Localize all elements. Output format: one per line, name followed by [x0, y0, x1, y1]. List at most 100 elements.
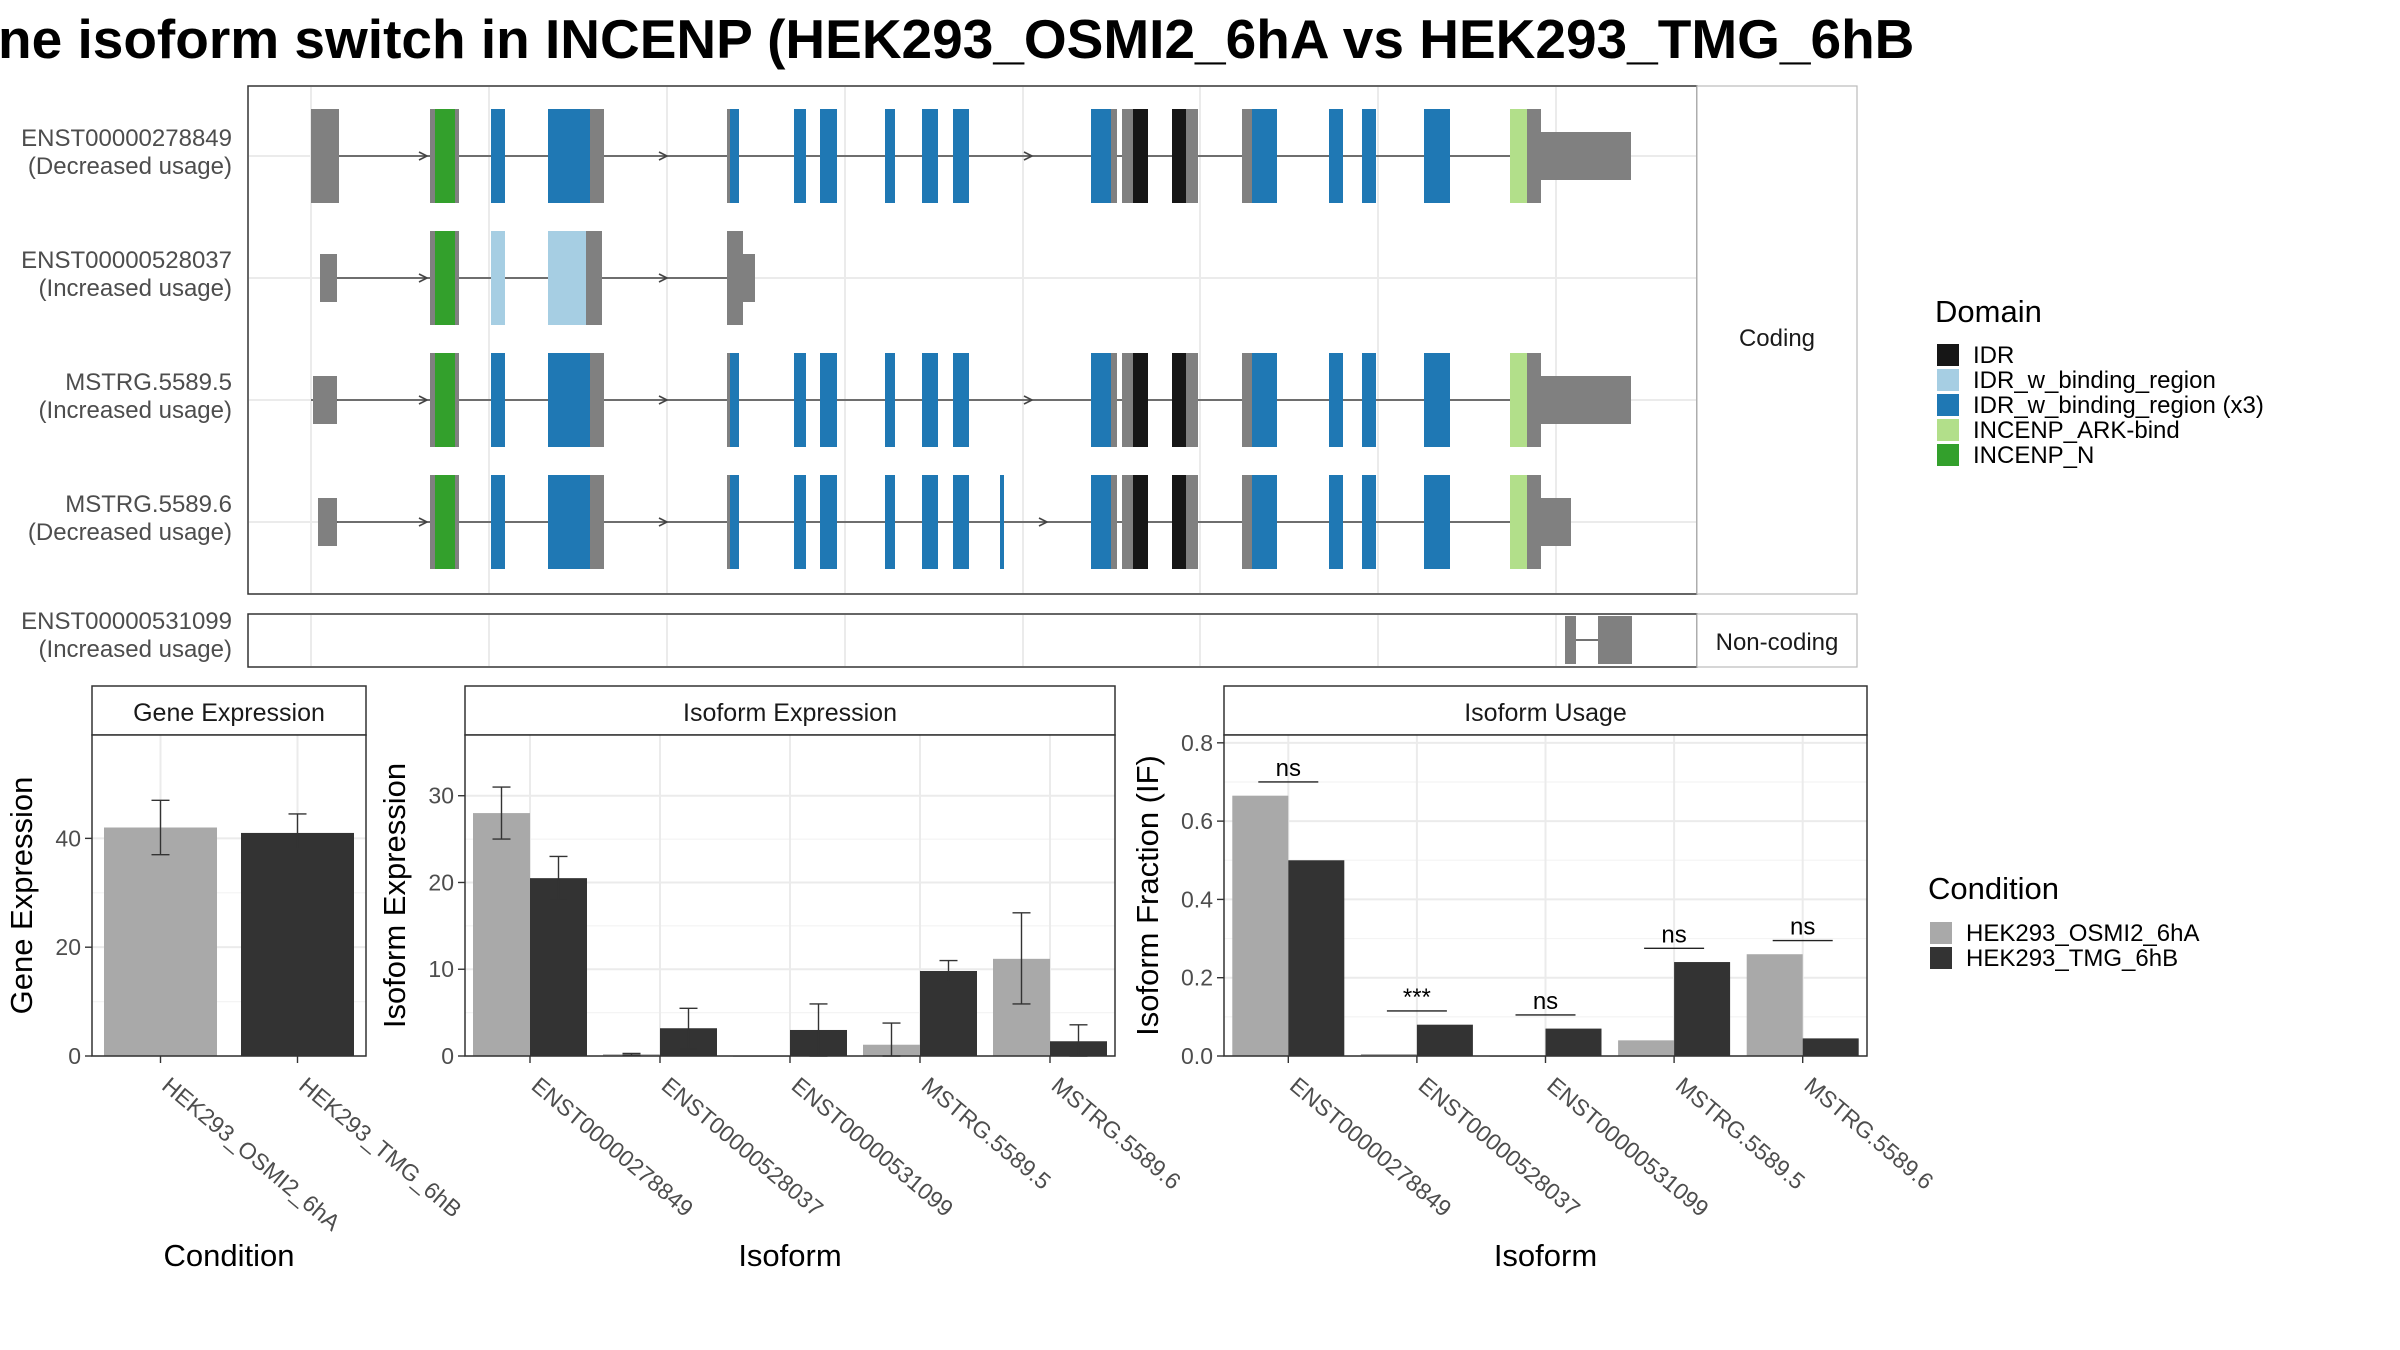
- transcript-usage-label: (Increased usage): [39, 275, 232, 302]
- exon-block: [820, 109, 837, 203]
- strand-arrow-icon: [658, 395, 669, 405]
- bar: [241, 832, 354, 1056]
- transcript-track-noncoding: [1565, 616, 1632, 664]
- exon-block: [1186, 109, 1198, 203]
- condition-legend-key: [1930, 947, 1952, 969]
- exon-block: [885, 353, 895, 447]
- y-axis-title: Gene Expression: [4, 777, 39, 1015]
- exon-block: [1527, 475, 1541, 569]
- exon-block: [311, 109, 339, 203]
- exon-block: [441, 231, 455, 325]
- transcript-track-1: [320, 231, 755, 325]
- y-tick-label: 0.4: [1181, 886, 1213, 912]
- exon-block: [1122, 109, 1133, 203]
- noncoding-strip: [1696, 613, 1858, 668]
- exon-block: [1252, 475, 1277, 569]
- exon-block: [730, 109, 739, 203]
- significance-label: ns: [1790, 914, 1815, 941]
- exon-block: [1242, 353, 1252, 447]
- transcript-id-label: MSTRG.5589.5: [65, 369, 232, 396]
- domain-legend: Domain IDRIDR_w_binding_regionIDR_w_bindi…: [1935, 294, 2264, 469]
- exon-block: [491, 109, 505, 203]
- bar: [530, 878, 587, 1056]
- exon-block: [548, 475, 590, 569]
- exon-block: [1172, 109, 1186, 203]
- y-tick-label: 40: [55, 825, 81, 851]
- exon-block: [730, 475, 739, 569]
- panel-strip: [91, 685, 367, 736]
- significance-label: ns: [1661, 921, 1686, 948]
- exon-block: [953, 109, 969, 203]
- domain-legend-label: IDR_w_binding_region: [1973, 367, 2216, 394]
- bar: [1232, 795, 1289, 1056]
- exon-block: [548, 353, 590, 447]
- exon-block: [953, 475, 969, 569]
- bar: [1802, 1038, 1859, 1056]
- strand-arrow-icon: [1038, 517, 1049, 527]
- transcript-usage-label: (Increased usage): [39, 397, 232, 424]
- x-tick-label: MSTRG.5589.6: [1047, 1072, 1186, 1195]
- exon-block: [590, 353, 604, 447]
- exon-block: [885, 475, 895, 569]
- exon-block: [1133, 353, 1148, 447]
- bar: [1288, 860, 1345, 1056]
- strand-arrow-icon: [1023, 395, 1034, 405]
- panel-title: Isoform Expression: [683, 699, 897, 727]
- exon-block: [430, 475, 435, 569]
- exon-block: [318, 498, 337, 546]
- strand-arrow-icon: [418, 517, 429, 527]
- bar: [1746, 954, 1803, 1056]
- bar: [473, 813, 530, 1056]
- y-tick-label: 0.2: [1181, 965, 1213, 991]
- transcript-track-0: [311, 109, 1631, 203]
- exon-block: [435, 109, 441, 203]
- y-tick-label: 0.0: [1181, 1043, 1213, 1069]
- exon-block: [1242, 109, 1252, 203]
- exon-block: [794, 475, 806, 569]
- y-tick-label: 0: [441, 1043, 454, 1069]
- exon-block: [820, 475, 837, 569]
- exon-block: [548, 231, 586, 325]
- transcript-track-3: [318, 475, 1571, 569]
- domain-legend-label: IDR: [1973, 342, 2014, 369]
- strand-arrow-icon: [418, 273, 429, 283]
- y-tick-label: 20: [55, 934, 81, 960]
- exon-block: [455, 475, 459, 569]
- exon-block: [491, 475, 505, 569]
- coding-strip: [1696, 85, 1858, 595]
- transcript-usage-label: (Decreased usage): [28, 519, 232, 546]
- y-tick-label: 20: [428, 869, 454, 895]
- exon-block: [1424, 353, 1450, 447]
- transcript-id-label: ENST00000531099: [21, 608, 232, 635]
- bar: [1674, 962, 1731, 1056]
- strand-arrow-icon: [658, 151, 669, 161]
- exon-block: [885, 109, 895, 203]
- exon-block: [320, 254, 337, 302]
- x-axis-title: Isoform: [1494, 1238, 1597, 1273]
- panel-border: [91, 734, 367, 1057]
- figure-title: ne isoform switch in INCENP (HEK293_OSMI…: [0, 8, 1914, 70]
- strand-arrow-icon: [658, 517, 669, 527]
- exon-block: [1362, 353, 1376, 447]
- exon-block: [1091, 109, 1111, 203]
- exon-block: [1362, 475, 1376, 569]
- exon-block: [794, 353, 806, 447]
- domain-legend-key: [1937, 444, 1959, 466]
- domain-legend-key: [1937, 344, 1959, 366]
- exon-block: [441, 353, 455, 447]
- exon-block: [922, 475, 938, 569]
- exon-block: [430, 231, 435, 325]
- exon-block: [1510, 353, 1527, 447]
- strand-arrow-icon: [418, 395, 429, 405]
- exon-block: [1111, 353, 1117, 447]
- exon-block: [1565, 616, 1576, 664]
- panel-strip: [1223, 685, 1868, 736]
- exon-block: [727, 231, 743, 325]
- panel-strip: [464, 685, 1116, 736]
- y-tick-label: 10: [428, 956, 454, 982]
- exon-block: [1172, 475, 1186, 569]
- exon-block: [1111, 475, 1117, 569]
- y-tick-label: 30: [428, 783, 454, 809]
- exon-block: [1000, 475, 1004, 569]
